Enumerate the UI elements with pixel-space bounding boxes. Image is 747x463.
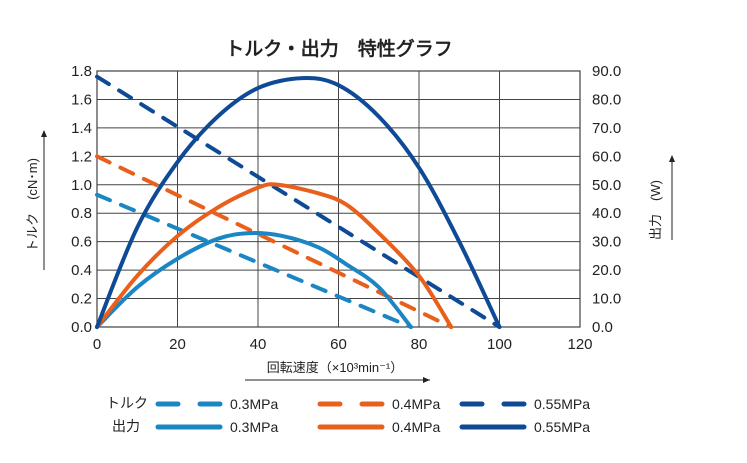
x-tick: 80 (411, 336, 428, 353)
y-left-tick: 1.6 (71, 91, 92, 108)
x-tick: 120 (567, 336, 592, 353)
ticks: 0.0 0.0 0.2 10.0 0.4 20.0 0.6 30.0 0.8 40.0 1.0 50.… (71, 63, 621, 353)
torque-line-0.3MPa (95, 192, 413, 329)
legend-power-label: 出力 (112, 418, 140, 434)
y-left-tick: 1.4 (71, 120, 92, 137)
y-right-tick: 20.0 (592, 262, 621, 279)
legend: 0.3MPa 0.4MPa 0.55MPa 0.3MPa 0.4MPa 0.55MPa (155, 396, 590, 435)
y-right-tick: 60.0 (592, 148, 621, 165)
torque-line-0.4MPa (95, 154, 454, 329)
torque-line-0.55MPa (95, 74, 502, 329)
legend-label-torque-0.55MPa: 0.55MPa (534, 396, 590, 412)
y-right-tick: 80.0 (592, 91, 621, 108)
power-line-0.3MPa (95, 231, 413, 329)
y-left-tick: 1.8 (71, 63, 92, 80)
y-right-tick: 0.0 (592, 319, 613, 336)
y-left-tick: 0.6 (71, 234, 92, 251)
y-left-tick: 1.0 (71, 177, 92, 194)
y-left-tick: 0.8 (71, 205, 92, 222)
legend-label-power-0.4MPa: 0.4MPa (392, 419, 440, 435)
legend-label-power-0.3MPa: 0.3MPa (230, 419, 278, 435)
legend-label-torque-0.3MPa: 0.3MPa (230, 396, 278, 412)
y-left-tick: 0.4 (71, 262, 92, 279)
y-left-tick: 0.0 (71, 319, 92, 336)
y-right-label: 出力 (W) (648, 180, 663, 240)
series-lines (95, 74, 502, 329)
y-left-label: トルク (cN･m) (25, 158, 40, 252)
power-line-0.55MPa (95, 76, 502, 329)
y-right-arrowhead (669, 155, 675, 162)
y-left-tick: 0.2 (71, 291, 92, 308)
y-right-tick: 30.0 (592, 234, 621, 251)
x-axis-label: 回転速度（×10³min⁻¹） (267, 360, 404, 375)
power-line-0.4MPa (95, 182, 454, 329)
y-left-tick: 1.2 (71, 148, 92, 165)
y-right-tick: 70.0 (592, 120, 621, 137)
x-tick: 100 (487, 336, 512, 353)
x-tick: 0 (93, 336, 101, 353)
y-right-tick: 40.0 (592, 205, 621, 222)
x-tick: 40 (250, 336, 267, 353)
legend-torque-label: トルク (106, 395, 148, 411)
chart-title: トルク・出力 特性グラフ (225, 37, 453, 60)
y-right-tick: 10.0 (592, 291, 621, 308)
y-left-arrowhead (41, 130, 47, 137)
x-tick: 60 (330, 336, 347, 353)
x-axis-arrowhead (423, 377, 430, 383)
legend-label-torque-0.4MPa: 0.4MPa (392, 396, 440, 412)
y-right-tick: 90.0 (592, 63, 621, 80)
legend-label-power-0.55MPa: 0.55MPa (534, 419, 590, 435)
grid (96, 70, 581, 328)
x-tick: 20 (169, 336, 186, 353)
y-right-tick: 50.0 (592, 177, 621, 194)
